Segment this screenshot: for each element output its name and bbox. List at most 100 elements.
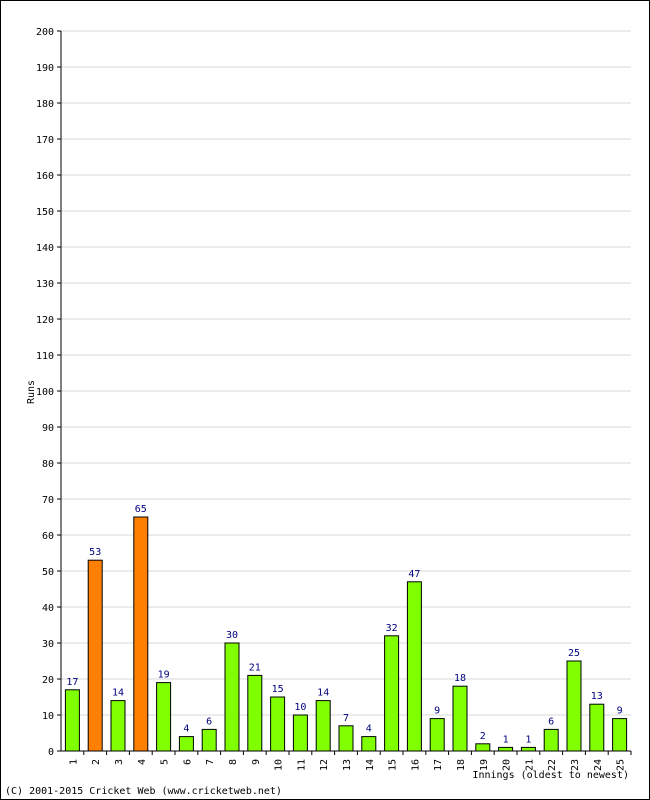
x-tick-label: 12 — [319, 759, 330, 771]
bar-value-label: 13 — [591, 691, 603, 702]
bar-value-label: 14 — [112, 688, 124, 699]
x-axis-label: Innings (oldest to newest) — [472, 770, 629, 781]
y-tick-label: 0 — [48, 747, 54, 758]
x-tick-label: 13 — [342, 759, 353, 771]
gridlines — [61, 30, 631, 716]
x-tick-label: 23 — [570, 759, 581, 771]
x-tick-label: 6 — [182, 759, 193, 765]
y-tick-label: 20 — [42, 675, 54, 686]
y-tick-label: 80 — [42, 459, 54, 470]
bar — [224, 642, 240, 752]
y-tick-label: 10 — [42, 711, 54, 722]
bar — [270, 696, 286, 752]
bar — [315, 700, 331, 752]
bar — [201, 728, 217, 752]
bar — [429, 718, 445, 752]
bar-value-label: 18 — [454, 673, 466, 684]
x-tick-label: 24 — [593, 759, 604, 771]
bar-value-label: 30 — [226, 630, 238, 641]
bar — [612, 718, 628, 752]
bar — [406, 581, 422, 752]
x-tick-label: 19 — [479, 759, 490, 771]
bar — [452, 685, 468, 752]
x-tick-label: 21 — [524, 759, 535, 771]
y-tick-label: 110 — [36, 351, 54, 362]
bar-value-label: 6 — [206, 716, 212, 727]
bar-value-label: 21 — [249, 662, 261, 673]
x-tick-label: 10 — [274, 759, 285, 771]
bar-value-label: 53 — [89, 547, 101, 558]
x-tick-label: 14 — [365, 759, 376, 771]
y-tick-label: 30 — [42, 639, 54, 650]
bar — [384, 635, 400, 752]
bar — [520, 746, 536, 752]
bar-value-label: 1 — [503, 734, 509, 745]
bar — [566, 660, 582, 752]
x-tick-label: 5 — [160, 759, 171, 765]
bar-value-label: 1 — [525, 734, 531, 745]
bar-value-label: 9 — [434, 706, 440, 717]
x-tick-label: 11 — [296, 759, 307, 771]
bar-value-label: 9 — [617, 706, 623, 717]
bar-value-label: 65 — [135, 504, 147, 515]
bar — [292, 714, 308, 752]
bar — [338, 725, 354, 752]
bar — [361, 736, 377, 752]
bar-value-label: 17 — [66, 677, 78, 688]
bar — [543, 728, 559, 752]
x-tick-label: 16 — [410, 759, 421, 771]
x-tick-label: 1 — [68, 759, 79, 765]
bar — [498, 746, 514, 752]
x-tick-label: 8 — [228, 759, 239, 765]
x-tick-label: 2 — [91, 759, 102, 765]
x-tick-label: 4 — [137, 759, 148, 765]
y-tick-label: 50 — [42, 567, 54, 578]
y-tick-label: 200 — [36, 27, 54, 38]
y-tick-label: 60 — [42, 531, 54, 542]
bar-value-label: 32 — [386, 623, 398, 634]
bar — [247, 674, 263, 752]
y-tick-label: 40 — [42, 603, 54, 614]
y-tick-labels: 0 10 20 30 40 50 60 70 80 90 100 110 120 130 140 150 160… — [36, 27, 54, 758]
bar-value-label: 2 — [480, 731, 486, 742]
bar — [64, 689, 80, 752]
bar-value-label: 15 — [272, 684, 284, 695]
y-tick-label: 170 — [36, 135, 54, 146]
y-tick-label: 120 — [36, 315, 54, 326]
y-tick-label: 140 — [36, 243, 54, 254]
bar — [110, 700, 126, 752]
x-tick-label: 15 — [388, 759, 399, 771]
bar — [133, 516, 149, 752]
y-tick-label: 180 — [36, 99, 54, 110]
y-tick-label: 100 — [36, 387, 54, 398]
bar-value-label: 4 — [366, 724, 372, 735]
x-tick-label: 17 — [433, 759, 444, 771]
bar — [475, 743, 491, 752]
copyright-footer: (C) 2001-2015 Cricket Web (www.cricketwe… — [5, 786, 282, 797]
bar-value-label: 47 — [408, 569, 420, 580]
bar — [178, 736, 194, 752]
y-tick-label: 70 — [42, 495, 54, 506]
x-tick-label: 22 — [547, 759, 558, 771]
x-tick-label: 9 — [251, 759, 262, 765]
bar-value-label: 19 — [158, 670, 170, 681]
bar-value-label: 6 — [548, 716, 554, 727]
y-tick-label: 130 — [36, 279, 54, 290]
y-tick-label: 90 — [42, 423, 54, 434]
x-tick-label: 25 — [616, 759, 627, 771]
bar-value-label: 7 — [343, 713, 349, 724]
bar-value-label: 10 — [294, 702, 306, 713]
bar — [156, 682, 172, 752]
axes — [57, 30, 632, 755]
bar — [589, 703, 605, 752]
y-tick-label: 190 — [36, 63, 54, 74]
x-tick-label: 7 — [205, 759, 216, 765]
bar-value-label: 4 — [183, 724, 189, 735]
bar-value-label: 14 — [317, 688, 329, 699]
y-tick-label: 160 — [36, 171, 54, 182]
bar-value-label: 25 — [568, 648, 580, 659]
x-tick-label: 18 — [456, 759, 467, 771]
